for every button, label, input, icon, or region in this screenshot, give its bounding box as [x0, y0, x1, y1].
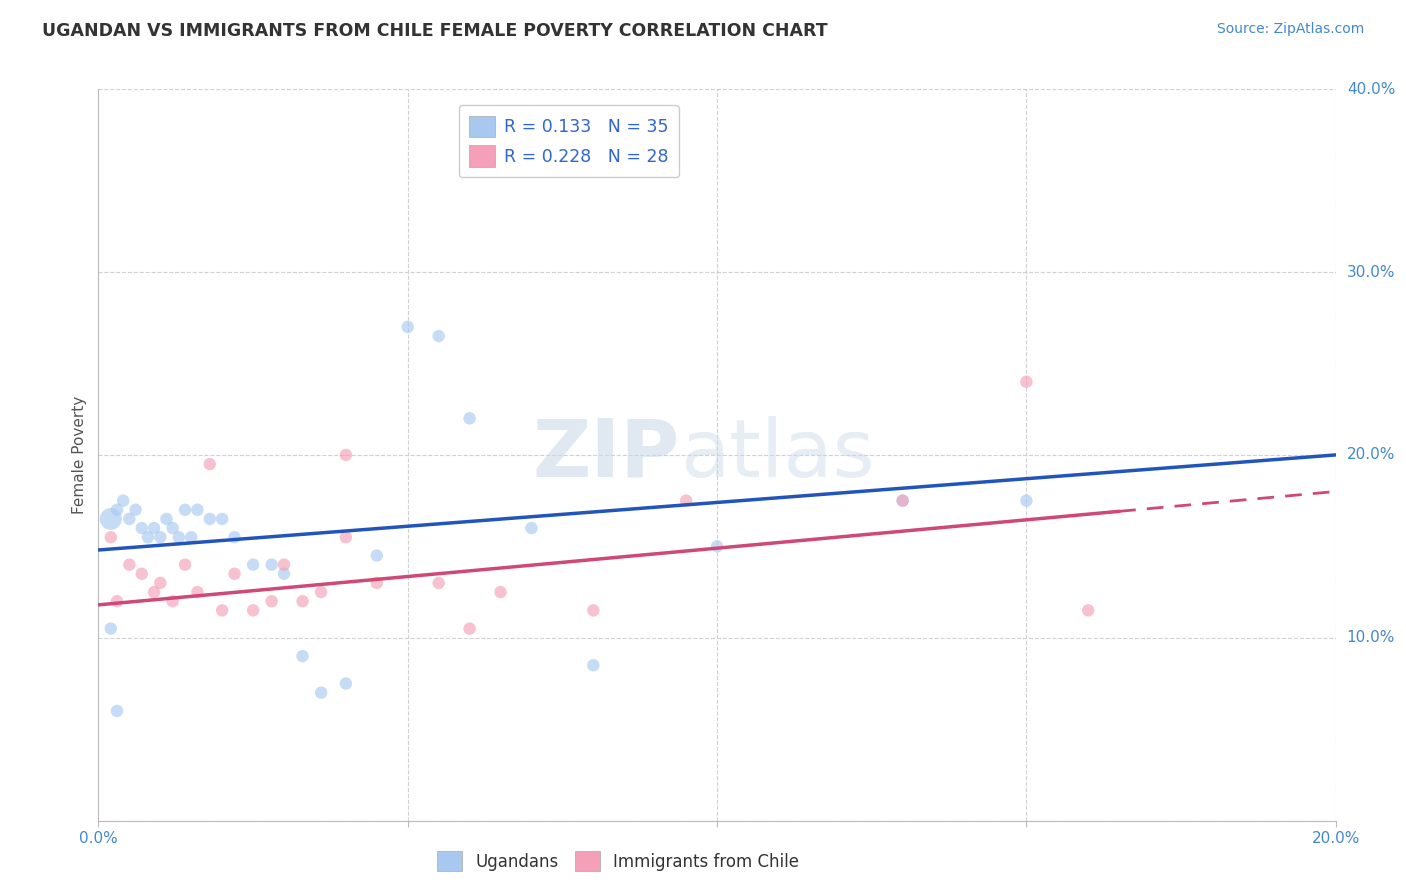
Point: [155, 512, 177, 526]
Text: ZIP: ZIP: [533, 416, 681, 494]
Point: [458, 411, 481, 425]
Point: [520, 521, 543, 535]
Point: [335, 676, 357, 690]
Text: Source: ZipAtlas.com: Source: ZipAtlas.com: [1216, 22, 1364, 37]
Point: [136, 530, 159, 544]
Point: [174, 558, 197, 572]
Point: [458, 622, 481, 636]
Point: [1015, 375, 1038, 389]
Point: [105, 704, 128, 718]
Point: [582, 658, 605, 673]
Point: [100, 512, 122, 526]
Point: [891, 493, 914, 508]
Point: [211, 512, 233, 526]
Point: [162, 521, 184, 535]
Point: [167, 530, 190, 544]
Point: [427, 329, 450, 343]
Point: [105, 594, 128, 608]
Point: [1077, 603, 1099, 617]
Point: [143, 585, 166, 599]
Point: [224, 566, 246, 581]
Point: [131, 521, 153, 535]
Point: [489, 585, 512, 599]
Point: [100, 622, 122, 636]
Point: [273, 566, 295, 581]
Point: [335, 530, 357, 544]
Point: [198, 512, 221, 526]
Point: [291, 649, 314, 664]
Text: 40.0%: 40.0%: [1347, 82, 1395, 96]
Point: [124, 502, 146, 516]
Point: [242, 603, 264, 617]
Point: [706, 539, 728, 553]
Point: [118, 558, 141, 572]
Point: [396, 320, 419, 334]
Point: [309, 685, 332, 699]
Point: [174, 502, 197, 516]
Point: [309, 585, 332, 599]
Point: [1015, 493, 1038, 508]
Point: [186, 585, 208, 599]
Point: [675, 493, 697, 508]
Point: [180, 530, 202, 544]
Point: [335, 448, 357, 462]
Point: [273, 558, 295, 572]
Point: [162, 594, 184, 608]
Point: [242, 558, 264, 572]
Text: 10.0%: 10.0%: [1347, 631, 1395, 645]
Point: [366, 576, 388, 591]
Point: [366, 549, 388, 563]
Point: [582, 603, 605, 617]
Point: [149, 576, 172, 591]
Text: atlas: atlas: [681, 416, 875, 494]
Point: [891, 493, 914, 508]
Point: [131, 566, 153, 581]
Point: [291, 594, 314, 608]
Point: [427, 576, 450, 591]
Point: [186, 502, 208, 516]
Y-axis label: Female Poverty: Female Poverty: [72, 396, 87, 514]
Point: [211, 603, 233, 617]
Point: [149, 530, 172, 544]
Point: [118, 512, 141, 526]
Text: UGANDAN VS IMMIGRANTS FROM CHILE FEMALE POVERTY CORRELATION CHART: UGANDAN VS IMMIGRANTS FROM CHILE FEMALE …: [42, 22, 828, 40]
Point: [105, 502, 128, 516]
Text: 30.0%: 30.0%: [1347, 265, 1395, 279]
Point: [100, 530, 122, 544]
Point: [198, 457, 221, 471]
Legend: Ugandans, Immigrants from Chile: Ugandans, Immigrants from Chile: [430, 845, 806, 878]
Point: [143, 521, 166, 535]
Point: [260, 594, 283, 608]
Text: 20.0%: 20.0%: [1347, 448, 1395, 462]
Point: [112, 493, 135, 508]
Point: [260, 558, 283, 572]
Point: [224, 530, 246, 544]
